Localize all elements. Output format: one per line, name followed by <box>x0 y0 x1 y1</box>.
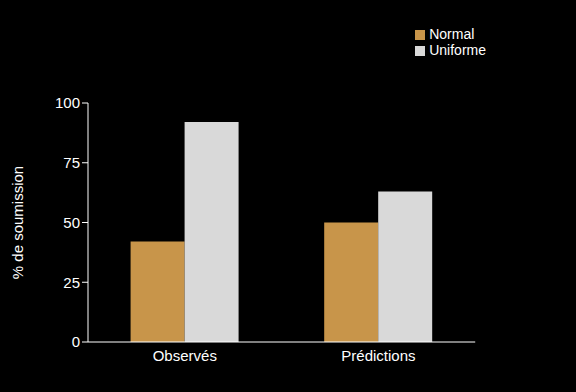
svg-text:% de soumission: % de soumission <box>9 166 26 279</box>
svg-text:75: 75 <box>63 154 80 171</box>
html-text:Normal: Normal <box>429 26 475 42</box>
svg-text:Prédictions: Prédictions <box>341 347 415 364</box>
svg-text:50: 50 <box>63 214 80 231</box>
html-text:Uniforme: Uniforme <box>429 42 486 58</box>
svg-text:0: 0 <box>72 333 80 350</box>
svg-text:Observés: Observés <box>153 347 217 364</box>
svg-text:100: 100 <box>55 94 80 111</box>
svg-text:25: 25 <box>63 274 80 291</box>
